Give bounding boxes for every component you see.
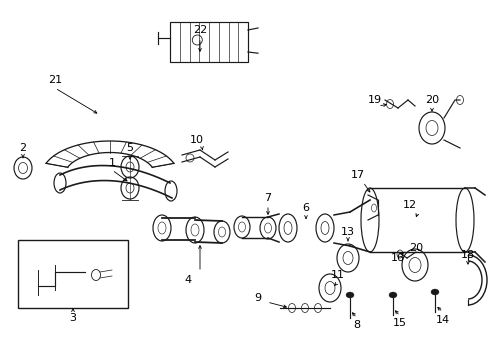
Bar	[18, 240, 128, 308]
Ellipse shape	[388, 292, 396, 298]
Text: 6: 6	[302, 203, 309, 213]
Ellipse shape	[430, 289, 438, 295]
Text: 5: 5	[126, 143, 133, 153]
Text: 14: 14	[435, 315, 449, 325]
Text: 3: 3	[69, 313, 76, 323]
Text: 21: 21	[48, 75, 62, 85]
Ellipse shape	[346, 292, 353, 298]
Text: 7: 7	[264, 193, 271, 203]
Text: 19: 19	[367, 95, 381, 105]
Text: 22: 22	[192, 25, 207, 35]
Text: 11: 11	[330, 270, 345, 280]
Text: 1: 1	[108, 158, 115, 168]
Text: 9: 9	[254, 293, 261, 303]
Text: 10: 10	[190, 135, 203, 145]
Text: 13: 13	[340, 227, 354, 237]
Text: 16: 16	[390, 253, 404, 263]
Bar	[170, 22, 247, 62]
Text: 2: 2	[20, 143, 26, 153]
Text: 18: 18	[460, 250, 474, 260]
Text: 8: 8	[353, 320, 360, 330]
Text: 20: 20	[424, 95, 438, 105]
Text: 15: 15	[392, 318, 406, 328]
Text: 17: 17	[350, 170, 365, 180]
Text: 12: 12	[402, 200, 416, 210]
Text: 20: 20	[408, 243, 422, 253]
Text: 4: 4	[184, 275, 191, 285]
